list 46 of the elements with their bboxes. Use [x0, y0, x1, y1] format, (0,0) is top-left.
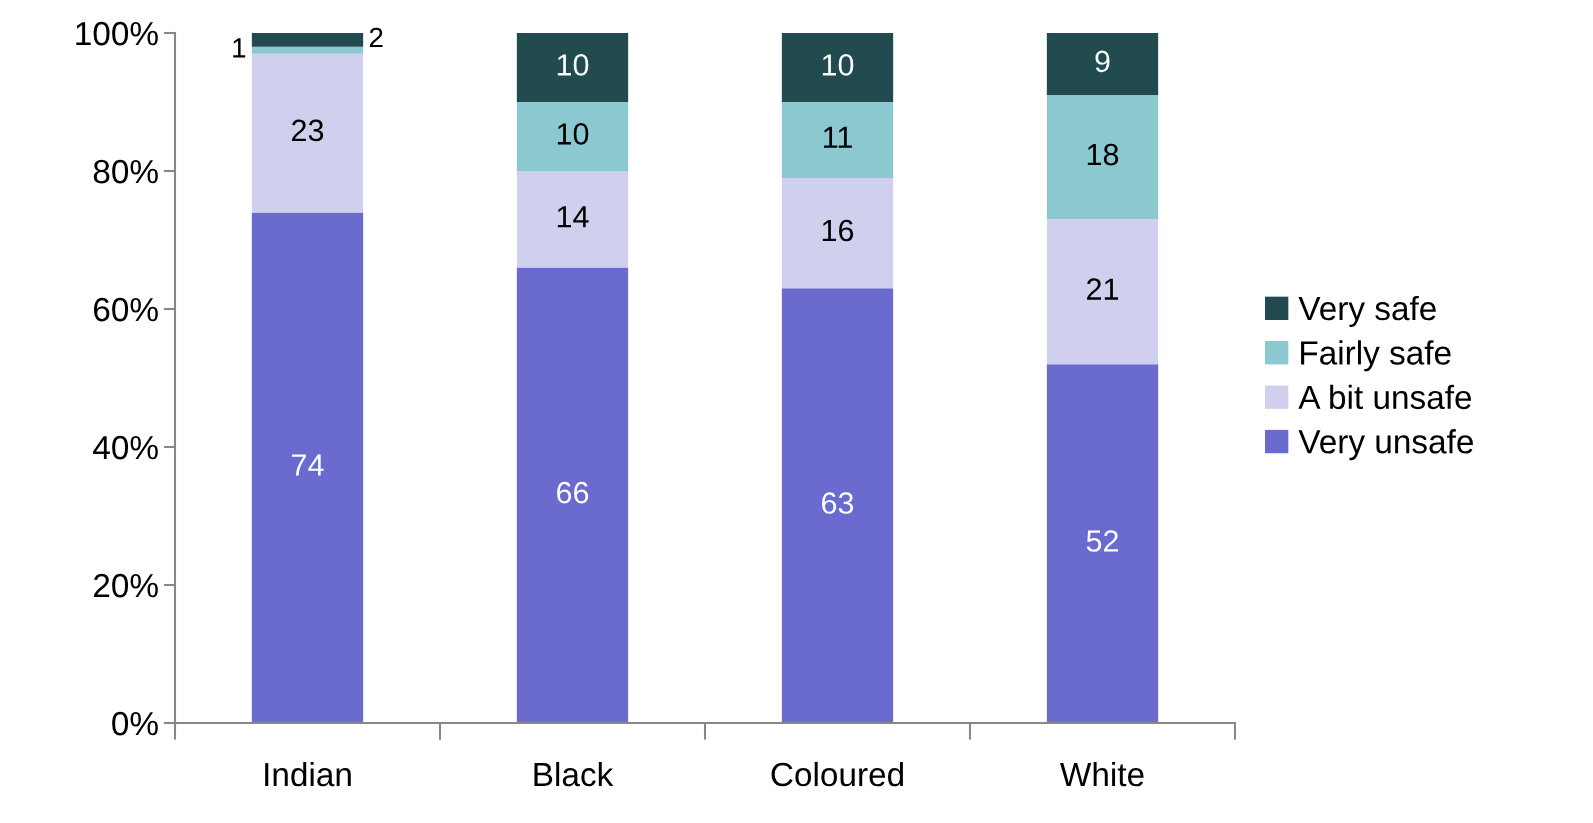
data-label: 2 [369, 27, 383, 48]
bar [781, 33, 894, 102]
data-label: 10 [557, 54, 589, 76]
x-tick-label: Black [534, 761, 614, 787]
y-tick-label: 80% [93, 159, 158, 184]
data-label: 1 [233, 38, 246, 58]
bar [781, 102, 894, 178]
bar [251, 33, 364, 47]
y-tick-label: 100% [76, 21, 158, 46]
data-label: 10 [557, 123, 589, 145]
legend-label: A bit unsafe [1298, 384, 1472, 410]
bar [781, 177, 894, 289]
data-label: 63 [822, 492, 854, 514]
bar [516, 171, 629, 268]
data-label: 11 [823, 126, 852, 148]
bar [516, 267, 629, 723]
x-tick-label: Indian [265, 761, 351, 787]
bar [251, 53, 364, 213]
data-label: 9 [1095, 50, 1110, 73]
bar [516, 33, 629, 102]
legend-label: Very safe [1298, 295, 1436, 327]
data-label: 14 [557, 206, 589, 228]
bar [1046, 364, 1159, 723]
bar [251, 212, 364, 723]
bar [516, 102, 629, 171]
y-tick-label: 40% [93, 435, 158, 460]
data-label: 18 [1087, 143, 1119, 166]
y-tick-label: 60% [94, 297, 158, 322]
bar [1046, 33, 1159, 96]
bar [781, 288, 894, 723]
data-label: 16 [822, 219, 854, 242]
bar [1046, 219, 1159, 365]
x-tick-label: White [1060, 761, 1144, 787]
data-label: 10 [822, 54, 854, 76]
legend-label: Very unsafe [1298, 429, 1473, 461]
data-label: 21 [1087, 278, 1118, 300]
data-label: 52 [1086, 530, 1118, 552]
data-label: 23 [292, 119, 324, 142]
bar [1046, 95, 1159, 220]
y-tick-label: 20% [93, 573, 158, 598]
legend-label: Fairly safe [1301, 340, 1451, 372]
bar [251, 46, 364, 54]
y-tick-label: 0% [112, 711, 158, 736]
x-tick-label: Coloured [771, 761, 903, 787]
data-label: 74 [292, 454, 324, 476]
data-label: 66 [557, 481, 589, 504]
